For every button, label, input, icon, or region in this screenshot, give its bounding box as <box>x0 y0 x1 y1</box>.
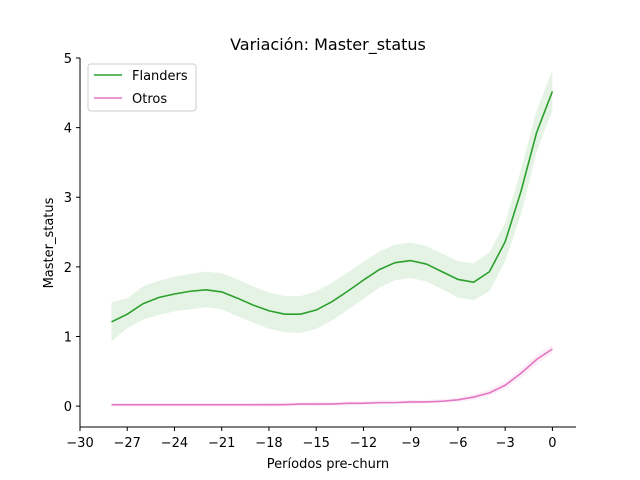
y-tick-label: 1 <box>64 330 72 345</box>
x-tick-label: −27 <box>114 436 141 451</box>
x-tick-label: −24 <box>161 436 188 451</box>
confidence-bands <box>111 70 553 407</box>
y-tick-label: 2 <box>64 261 72 276</box>
x-tick-label: −30 <box>66 436 93 451</box>
x-tick-label: −12 <box>350 436 377 451</box>
legend-label-otros: Otros <box>132 92 167 107</box>
x-tick-label: −3 <box>496 436 515 451</box>
series-line-flanders <box>111 91 554 323</box>
x-tick-label: −6 <box>448 436 467 451</box>
legend-label-flanders: Flanders <box>132 69 188 84</box>
x-tick-label: −18 <box>255 436 282 451</box>
chart-title: Variación: Master_status <box>230 35 426 55</box>
series-lines <box>111 91 554 406</box>
series-line-otros <box>111 348 553 406</box>
y-tick-label: 3 <box>64 191 72 206</box>
x-axis-ticks: −30 −27 −24 −21 −18 −15 −12 −9 −6 −3 0 <box>66 427 557 451</box>
y-axis-label: Master_status <box>42 197 57 288</box>
legend: Flanders Otros <box>87 63 197 112</box>
band-flanders <box>111 70 553 342</box>
band-otros <box>111 344 553 407</box>
y-tick-label: 5 <box>64 52 72 67</box>
x-tick-label: −15 <box>302 436 329 451</box>
y-tick-label: 0 <box>64 400 72 415</box>
x-tick-label: −21 <box>208 436 235 451</box>
x-tick-label: −9 <box>401 436 420 451</box>
y-axis-ticks: 0 1 2 3 4 5 <box>64 52 80 415</box>
x-tick-label: 0 <box>548 436 556 451</box>
x-axis-label: Períodos pre-churn <box>267 457 389 472</box>
y-tick-label: 4 <box>64 122 72 137</box>
